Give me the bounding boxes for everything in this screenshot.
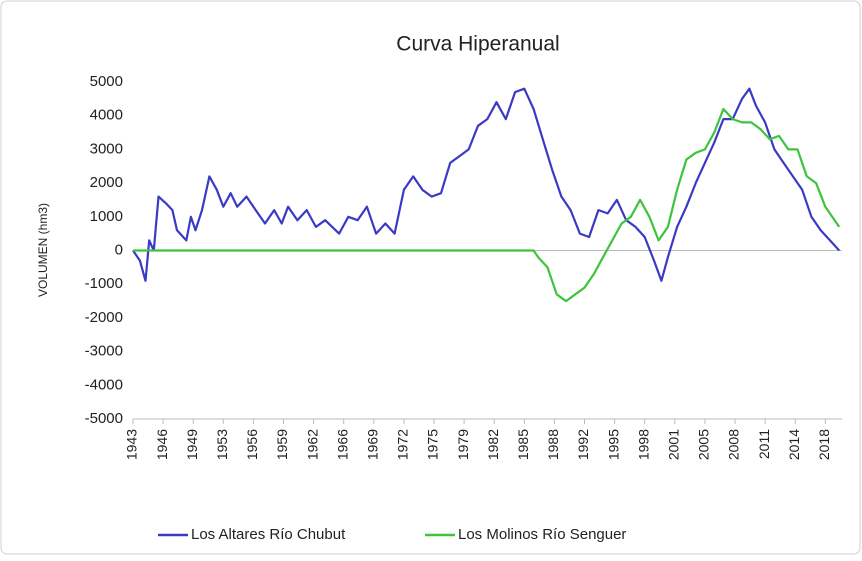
x-tick-label: 2001 <box>666 429 682 460</box>
x-tick-label: 2005 <box>696 429 712 460</box>
x-tick-label: 1949 <box>184 429 200 460</box>
series-line <box>132 87 841 282</box>
y-tick-label: 2000 <box>90 174 123 191</box>
x-tick-label: 1969 <box>365 429 381 460</box>
y-tick-label: -2000 <box>85 309 123 326</box>
y-tick-label: 3000 <box>90 140 123 157</box>
chart-title: Curva Hiperanual <box>396 33 559 56</box>
y-tick-label: 5000 <box>90 73 123 90</box>
y-tick-label: -3000 <box>85 343 123 360</box>
x-tick-label: 1982 <box>485 429 501 460</box>
x-tick-label: 1956 <box>244 429 260 460</box>
x-tick-label: 1988 <box>545 429 561 460</box>
x-tick-label: 1946 <box>154 429 170 460</box>
x-tick-label: 2018 <box>816 429 832 460</box>
y-tick-label: 4000 <box>90 107 123 124</box>
x-tick-label: 1992 <box>575 429 591 460</box>
x-tick-label: 1959 <box>274 429 290 460</box>
y-tick-label: 1000 <box>90 208 123 225</box>
y-tick-label: -1000 <box>85 275 123 292</box>
x-tick-label: 2011 <box>756 429 772 459</box>
x-tick-label: 1985 <box>515 429 531 460</box>
legend-label: Los Altares Río Chubut <box>191 526 346 543</box>
series-line <box>133 107 841 303</box>
x-tick-label: 1953 <box>214 429 230 460</box>
x-tick-label: 1995 <box>605 429 621 460</box>
x-tick-label: 1962 <box>304 429 320 460</box>
x-tick-label: 2008 <box>726 429 742 460</box>
y-tick-label: 0 <box>115 241 123 258</box>
y-axis-label: VOLUMEN (hm3) <box>36 203 50 297</box>
x-tick-label: 1966 <box>334 429 350 460</box>
x-tick-label: 1998 <box>635 429 651 460</box>
x-tick-label: 1972 <box>395 429 411 460</box>
legend-label: Los Molinos Río Senguer <box>458 526 626 543</box>
y-tick-label: -4000 <box>85 376 123 393</box>
x-tick-label: 1979 <box>455 429 471 460</box>
x-tick-label: 1943 <box>124 429 140 460</box>
x-tick-label: 2014 <box>786 429 802 460</box>
y-tick-label: -5000 <box>85 410 123 427</box>
x-tick-label: 1975 <box>425 429 441 460</box>
